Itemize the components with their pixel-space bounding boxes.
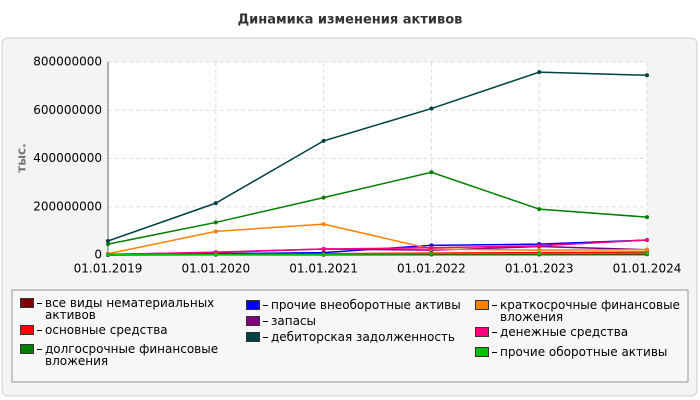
series-line (107, 239, 648, 256)
legend-label: прочие оборотные активы (500, 345, 668, 359)
chart-title: Динамика изменения активов (238, 13, 463, 28)
data-point (321, 252, 326, 257)
y-tick-label: 200000000 (33, 199, 102, 213)
legend-dash (37, 303, 42, 304)
legend-swatch (20, 344, 34, 354)
legend-item: прочие внеоборотные активы (246, 299, 491, 311)
y-tick-label: 400000000 (33, 151, 102, 165)
data-point (429, 106, 434, 111)
data-point (537, 243, 542, 248)
data-point (213, 229, 218, 234)
data-point (321, 246, 326, 251)
legend-dash (263, 305, 268, 306)
legend-swatch (246, 332, 260, 342)
legend-label: краткосрочные финансовые вложения (500, 298, 680, 324)
legend-item: краткосрочные финансовые вложения (475, 299, 700, 323)
y-tick-label: 600000000 (33, 103, 102, 117)
legend-dash (492, 305, 497, 306)
series-line (107, 252, 648, 256)
data-point (429, 251, 434, 256)
x-tick-label: 01.01.2022 (397, 262, 466, 276)
x-tick-label: 01.01.2021 (289, 262, 358, 276)
legend-swatch (475, 347, 489, 357)
legend-box (11, 289, 689, 383)
legend-item: основные средства (20, 324, 225, 336)
x-tick-label: 01.01.2020 (181, 262, 250, 276)
legend-item: долгосрочные финансовые вложения (20, 343, 225, 367)
data-point (213, 201, 218, 206)
legend-item: дебиторская задолженность (246, 331, 491, 343)
legend-swatch (246, 300, 260, 310)
data-point (645, 238, 649, 243)
legend-swatch (475, 327, 489, 337)
legend-swatch (20, 325, 34, 335)
legend-item: запасы (246, 315, 491, 327)
legend-label: дебиторская задолженность (271, 330, 455, 344)
data-point (106, 239, 110, 244)
series-line (107, 171, 648, 245)
legend-dash (37, 330, 42, 331)
data-point (537, 70, 542, 75)
data-point (537, 207, 542, 212)
legend-label: запасы (271, 314, 317, 328)
series-line (107, 223, 648, 255)
legend-swatch (475, 300, 489, 310)
data-point (645, 215, 649, 220)
y-tick-label: 800000000 (33, 55, 102, 69)
legend-dash (263, 337, 268, 338)
legend-item: денежные средства (475, 326, 700, 338)
data-point (213, 252, 218, 257)
data-point (537, 248, 542, 253)
legend-dash (492, 352, 497, 353)
legend-dash (37, 349, 42, 350)
y-axis-label: тыс. (15, 143, 29, 172)
x-tick-label: 01.01.2019 (74, 262, 143, 276)
legend-label: денежные средства (500, 325, 629, 339)
legend-label: долгосрочные финансовые вложения (45, 342, 219, 368)
data-point (429, 245, 434, 250)
data-point (645, 251, 649, 256)
data-point (106, 252, 110, 257)
y-tick-label: 0 (94, 248, 102, 262)
legend-dash (263, 321, 268, 322)
legend-swatch (246, 316, 260, 326)
data-point (213, 220, 218, 225)
legend-label: основные средства (45, 323, 168, 337)
data-point (321, 195, 326, 200)
legend-dash (492, 332, 497, 333)
legend-item: все виды нематериальных активов (20, 297, 225, 321)
x-tick-label: 01.01.2023 (505, 262, 574, 276)
legend-label: все виды нематериальных активов (45, 296, 215, 322)
legend-item: прочие оборотные активы (475, 346, 700, 358)
x-tick-label: 01.01.2024 (613, 262, 682, 276)
data-point (321, 138, 326, 143)
data-point (537, 251, 542, 256)
data-point (106, 242, 110, 247)
legend-swatch (20, 298, 34, 308)
data-point (645, 247, 649, 252)
data-point (321, 222, 326, 227)
data-point (429, 170, 434, 175)
legend-label: прочие внеоборотные активы (271, 298, 461, 312)
data-point (645, 73, 649, 78)
series-line (107, 71, 648, 242)
